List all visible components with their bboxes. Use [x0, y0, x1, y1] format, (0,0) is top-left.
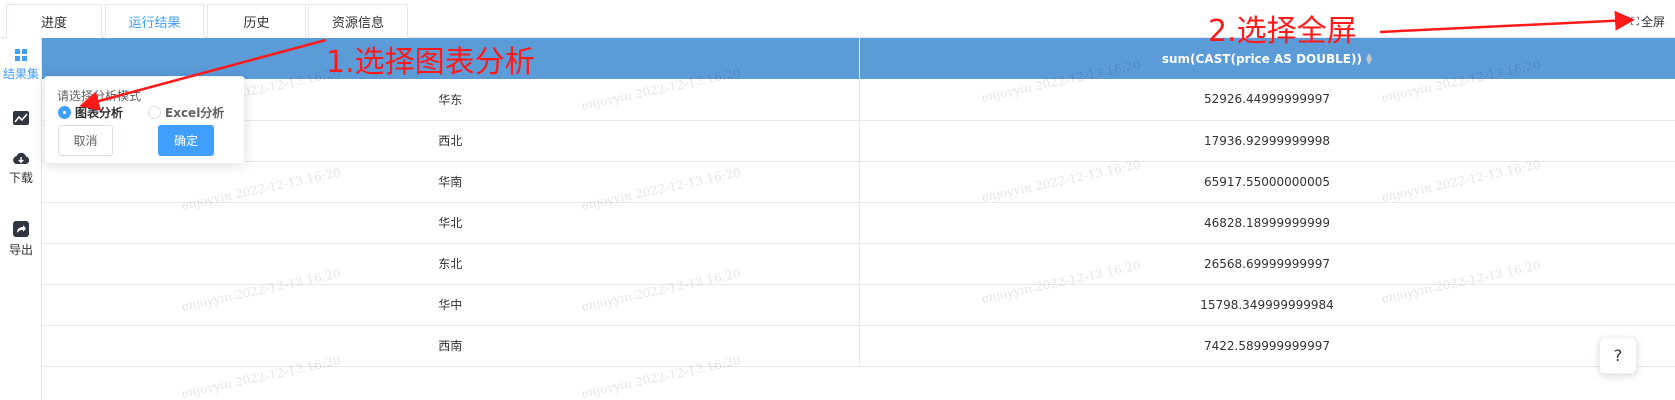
table-cell: 17936.92999999998	[859, 120, 1675, 162]
fullscreen-button[interactable]: ⛶ 全屏	[1631, 13, 1665, 30]
table-row: 西南 7422.589999999997	[42, 325, 1675, 367]
sidebar-item-label: 导出	[8, 243, 33, 257]
fullscreen-label: 全屏	[1640, 15, 1665, 29]
table-cell: 7422.589999999997	[859, 325, 1675, 367]
tab-run-results[interactable]: 运行结果	[105, 4, 204, 38]
sidebar-item-result-set[interactable]: 结果集	[0, 48, 42, 82]
sidebar-item-download[interactable]: 下载	[0, 152, 42, 186]
cloud-download-icon	[13, 152, 30, 164]
tab-resource-info[interactable]: 资源信息	[308, 4, 408, 38]
tab-history[interactable]: 历史	[207, 4, 306, 38]
table-header-row: sum(CAST(price AS DOUBLE)) ▲ ▼	[42, 38, 1675, 79]
fullscreen-icon: ⛶	[1631, 14, 1639, 28]
annotation-step1: 1.选择图表分析	[326, 45, 535, 80]
table-cell: 26568.69999999997	[859, 243, 1675, 285]
radio-label: Excel分析	[165, 106, 225, 120]
table-cell: 东北	[42, 243, 860, 285]
help-button[interactable]: ?	[1599, 337, 1637, 374]
sidebar-item-label: 下载	[8, 171, 33, 185]
sidebar-item-label: 结果集	[2, 67, 39, 81]
question-icon: ?	[1613, 346, 1623, 365]
result-table: sum(CAST(price AS DOUBLE)) ▲ ▼ 华东 52926.449…	[42, 38, 1675, 367]
table-cell: 华中	[42, 284, 860, 326]
annotation-step2: 2.选择全屏	[1208, 14, 1357, 49]
table-row: 华北 46828.18999999999	[42, 202, 1675, 244]
sidebar-item-chart[interactable]	[0, 110, 42, 126]
share-icon	[13, 221, 29, 237]
table-row: 华东 52926.44999999997	[42, 79, 1675, 121]
result-table-container: sum(CAST(price AS DOUBLE)) ▲ ▼ 华东 52926.449…	[42, 38, 1675, 400]
table-cell: 西南	[42, 325, 860, 367]
table-cell: 华北	[42, 202, 860, 244]
cancel-button[interactable]: 取消	[58, 125, 113, 156]
radio-dot[interactable]	[58, 106, 71, 119]
radio-dot[interactable]	[148, 106, 161, 119]
radio-excel-analysis[interactable]: Excel分析	[148, 104, 224, 121]
tab-bar: 进度 运行结果 历史 资源信息 ⛶ 全屏	[0, 0, 1675, 38]
table-row: 华中 15798.349999999984	[42, 284, 1675, 326]
sort-icon[interactable]: ▲ ▼	[1365, 51, 1373, 66]
tab-progress[interactable]: 进度	[6, 4, 102, 38]
table-row: 西北 17936.92999999998	[42, 120, 1675, 162]
table-cell: 52926.44999999997	[859, 79, 1675, 121]
table-cell: 65917.55000000005	[859, 161, 1675, 203]
column-header-label: sum(CAST(price AS DOUBLE))	[1161, 51, 1362, 66]
left-sidebar: 结果集 下载 导出	[0, 38, 42, 400]
chart-icon	[13, 111, 29, 125]
table-cell: 华南	[42, 161, 860, 203]
table-row: 东北 26568.69999999997	[42, 243, 1675, 285]
table-row: 华南 65917.55000000005	[42, 161, 1675, 203]
table-cell: 15798.349999999984	[859, 284, 1675, 326]
sidebar-item-export[interactable]: 导出	[0, 220, 42, 258]
analysis-mode-popover: 请选择分析模式 图表分析 Excel分析 取消 确定	[44, 76, 245, 164]
radio-label: 图表分析	[75, 106, 124, 120]
popover-title: 请选择分析模式	[57, 89, 142, 103]
confirm-button[interactable]: 确定	[158, 125, 214, 156]
grid-icon	[15, 49, 27, 61]
radio-chart-analysis[interactable]: 图表分析	[58, 104, 123, 121]
table-cell: 46828.18999999999	[859, 202, 1675, 244]
column-header-sum-price[interactable]: sum(CAST(price AS DOUBLE)) ▲ ▼	[859, 38, 1675, 79]
